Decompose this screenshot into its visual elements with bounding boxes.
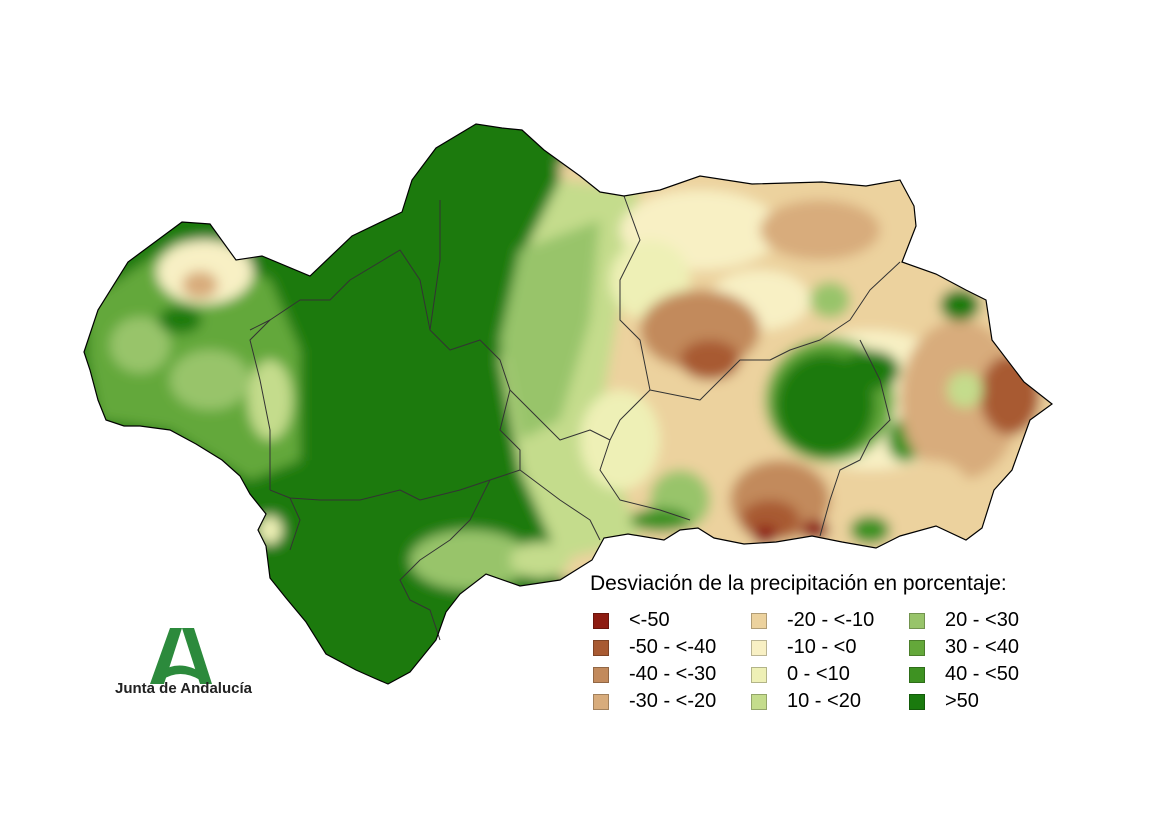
boundary-cordoba-sevilla-north <box>429 200 441 331</box>
logo-a-left <box>150 628 182 684</box>
legend-label: -10 - <0 <box>787 636 857 658</box>
legend-swatch <box>909 612 925 629</box>
legend-label: 10 - <20 <box>787 690 861 712</box>
legend-item: 20 - <30 <box>909 607 1019 634</box>
boundary-malaga-granada <box>519 469 601 541</box>
field-granada-driest-2 <box>801 520 829 540</box>
field-huelva-wet <box>158 306 202 334</box>
junta-logo-icon <box>150 628 212 684</box>
field-sierra-nevada-ne <box>840 350 900 390</box>
legend-item: 40 - <50 <box>909 661 1019 688</box>
legend-item: -20 - <-10 <box>751 607 874 634</box>
legend-swatch <box>593 612 609 629</box>
legend-label: -50 - <-40 <box>629 636 717 658</box>
field-granada-west <box>670 400 770 480</box>
legend-swatch <box>751 693 767 710</box>
legend-item: -30 - <-20 <box>593 688 716 715</box>
boundary-granada-almeria <box>819 339 891 537</box>
field-huelva-central <box>170 350 250 410</box>
legend-label: 0 - <10 <box>787 663 850 685</box>
legend-label: -20 - <-10 <box>787 609 875 631</box>
boundary-huelva-sevilla-west <box>249 319 271 490</box>
field-jaen-dry <box>680 340 740 380</box>
province-boundaries <box>249 195 901 641</box>
legend-swatch <box>909 693 925 710</box>
field-almeria-east <box>980 355 1040 435</box>
boundary-cordoba-jaen <box>609 195 651 441</box>
legend-label: 40 - <50 <box>945 663 1019 685</box>
boundary-jaen-granada <box>649 261 901 401</box>
field-huelva-east <box>248 360 292 440</box>
legend-swatch <box>751 612 767 629</box>
legend-swatch <box>909 639 925 656</box>
field-granada-coast <box>630 508 690 532</box>
logo-a-curve <box>160 665 204 680</box>
field-almeria-south <box>890 460 970 520</box>
legend-swatch <box>593 666 609 683</box>
legend-item: <-50 <box>593 607 670 634</box>
legend-item: 30 - <40 <box>909 634 1019 661</box>
legend-label: -40 - <-30 <box>629 663 717 685</box>
field-almeria-north-wet <box>940 289 980 321</box>
legend-item: -10 - <0 <box>751 634 856 661</box>
field-granada-driest <box>753 525 777 545</box>
field-cordoba-south <box>580 390 660 490</box>
field-huelva-west <box>110 317 170 373</box>
legend-item: -40 - <-30 <box>593 661 716 688</box>
legend-swatch <box>593 693 609 710</box>
legend-label: <-50 <box>629 609 670 631</box>
legend-swatch <box>593 639 609 656</box>
legend-swatch <box>909 666 925 683</box>
field-cadiz-coast <box>258 516 282 544</box>
legend-title: Desviación de la precipitación en porcen… <box>590 572 1007 595</box>
field-jaen-east <box>760 200 880 260</box>
legend-item: >50 <box>909 688 979 715</box>
field-malaga-coast-east <box>510 542 570 578</box>
legend-item: -50 - <-40 <box>593 634 716 661</box>
logo-a-right <box>182 628 212 684</box>
field-transition-2 <box>500 220 600 440</box>
legend-label: >50 <box>945 690 979 712</box>
legend-item: 0 - <10 <box>751 661 850 688</box>
legend-label: -30 - <-20 <box>629 690 717 712</box>
legend-item: 10 - <20 <box>751 688 861 715</box>
legend-swatch <box>751 666 767 683</box>
field-huelva-north-dry <box>182 271 218 299</box>
legend: <-50 -50 - <-40 -40 - <-30 -30 - <-20 -20 - … <box>593 607 1053 719</box>
legend-label: 30 - <40 <box>945 636 1019 658</box>
field-almeria-wet-spot <box>947 372 983 408</box>
boundary-cadiz-sevilla <box>289 497 301 551</box>
legend-swatch <box>751 639 767 656</box>
field-jaen-wet-spot <box>810 282 850 318</box>
logo-text: Junta de Andalucía <box>115 680 252 697</box>
boundary-cadiz-malaga <box>399 479 491 641</box>
field-almeria-coast-wet <box>850 516 890 544</box>
legend-label: 20 - <30 <box>945 609 1019 631</box>
field-malaga-coast <box>410 530 530 590</box>
